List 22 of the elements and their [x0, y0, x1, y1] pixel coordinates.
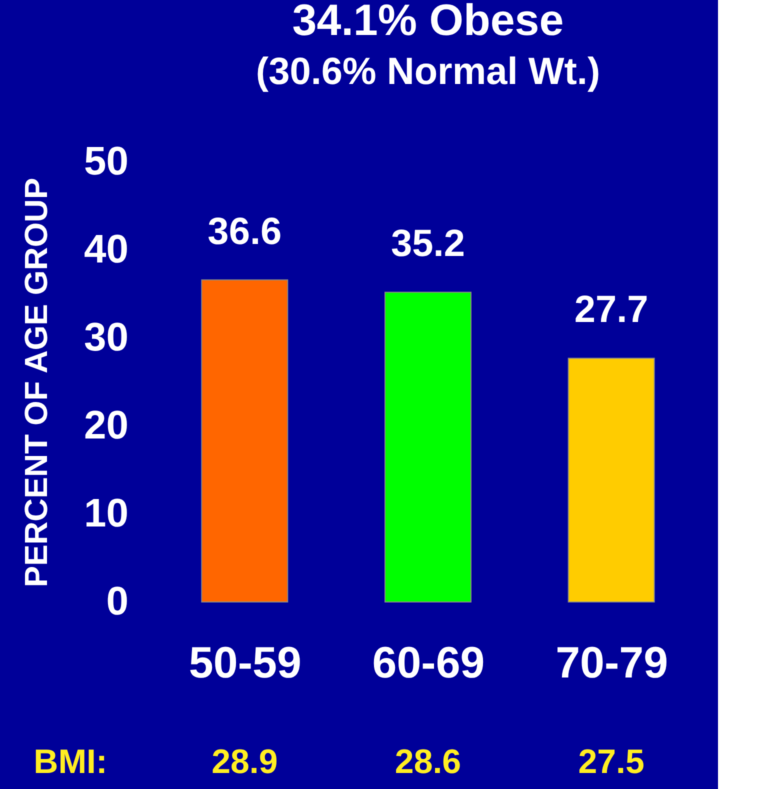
x-tick-label: 70-79	[556, 638, 668, 688]
bar	[201, 279, 288, 602]
data-label: 27.7	[574, 289, 648, 332]
text: 27.5	[578, 743, 644, 781]
y-tick-label: 0	[106, 580, 128, 624]
y-tick-label: 10	[84, 492, 128, 536]
x-tick-label: 50-59	[188, 638, 302, 688]
y-axis-title: PERCENT OF AGE GROUP	[18, 178, 54, 588]
data-label: 35.2	[391, 223, 465, 266]
y-tick-label: 20	[84, 404, 128, 448]
bar	[568, 358, 655, 602]
text: 28.9	[212, 743, 278, 781]
y-tick-label: 50	[84, 140, 128, 184]
y-tick-label: 40	[84, 228, 128, 272]
text: BMI:	[34, 743, 108, 781]
bar	[384, 292, 472, 602]
chart-title: 34.1% Obese	[292, 0, 564, 45]
text: 28.6	[394, 743, 462, 781]
data-label: 36.6	[208, 210, 282, 253]
chart-subtitle: (30.6% Normal Wt.)	[256, 51, 600, 93]
x-tick-label: 60-69	[372, 638, 485, 688]
y-tick-label: 30	[84, 316, 128, 360]
